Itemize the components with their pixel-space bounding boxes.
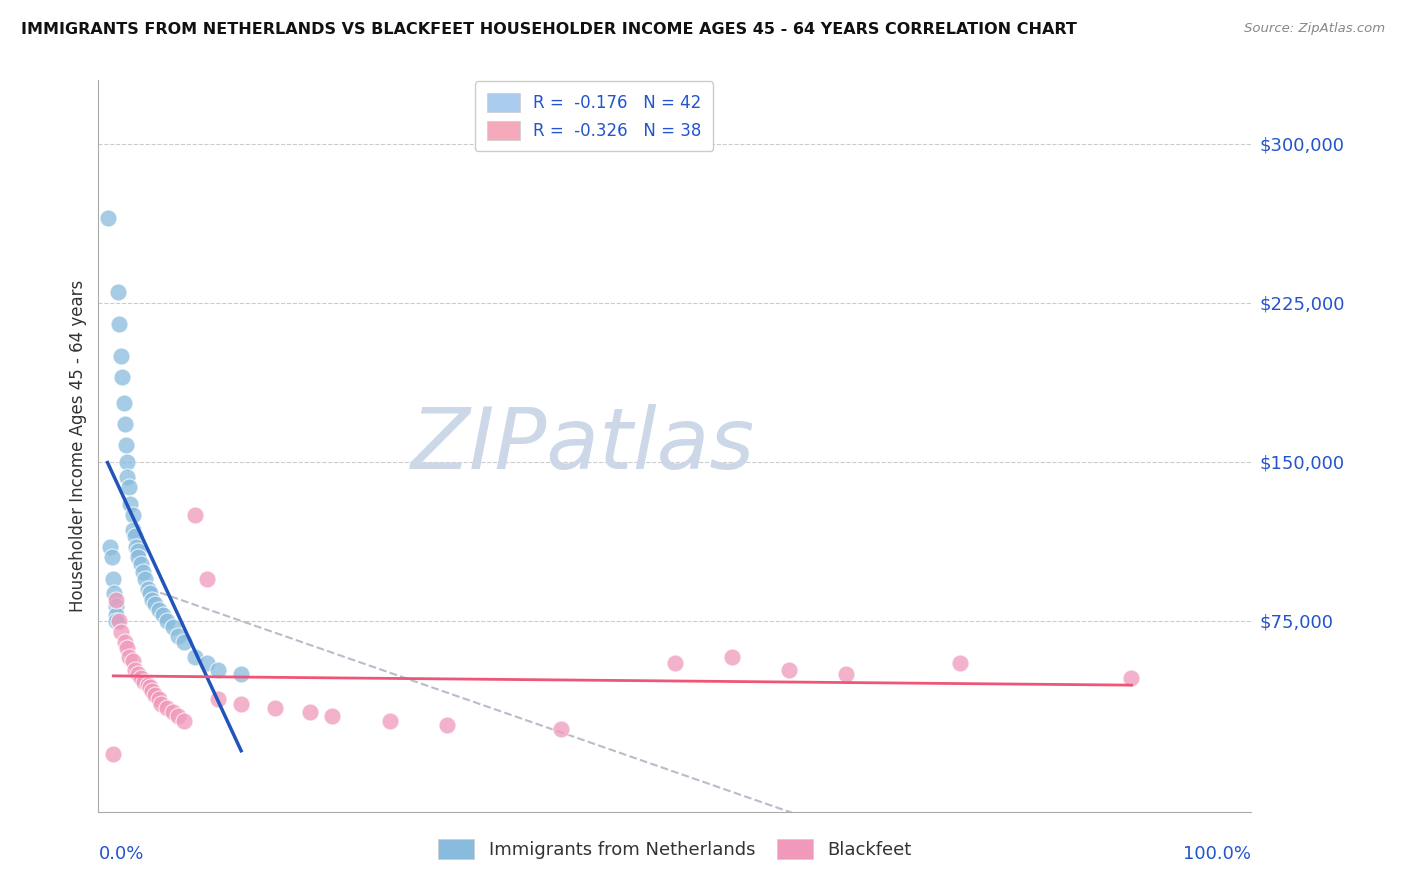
Point bbox=[378, 714, 401, 728]
Point bbox=[195, 657, 218, 671]
Point bbox=[229, 697, 252, 711]
Point bbox=[156, 614, 179, 628]
Point bbox=[98, 540, 121, 554]
Point bbox=[141, 684, 163, 698]
Point bbox=[110, 349, 132, 363]
Point bbox=[136, 582, 159, 596]
Point bbox=[195, 572, 218, 586]
Point bbox=[167, 709, 190, 723]
Text: 0.0%: 0.0% bbox=[98, 845, 143, 863]
Point bbox=[148, 603, 170, 617]
Point bbox=[127, 544, 149, 558]
Point bbox=[141, 592, 163, 607]
Point bbox=[115, 641, 138, 656]
Point bbox=[114, 635, 136, 649]
Point bbox=[229, 667, 252, 681]
Point bbox=[134, 572, 156, 586]
Point bbox=[721, 649, 744, 664]
Point bbox=[145, 597, 167, 611]
Point bbox=[118, 480, 141, 494]
Point bbox=[321, 709, 343, 723]
Point bbox=[112, 395, 135, 409]
Text: ZIPatlas: ZIPatlas bbox=[411, 404, 755, 488]
Text: IMMIGRANTS FROM NETHERLANDS VS BLACKFEET HOUSEHOLDER INCOME AGES 45 - 64 YEARS C: IMMIGRANTS FROM NETHERLANDS VS BLACKFEET… bbox=[21, 22, 1077, 37]
Point bbox=[127, 550, 149, 565]
Point bbox=[835, 667, 858, 681]
Point bbox=[104, 614, 127, 628]
Point bbox=[108, 614, 131, 628]
Point bbox=[550, 722, 572, 736]
Point bbox=[664, 657, 686, 671]
Point bbox=[103, 747, 125, 762]
Point bbox=[132, 675, 155, 690]
Point bbox=[129, 557, 152, 571]
Point bbox=[118, 649, 141, 664]
Point bbox=[124, 529, 146, 543]
Point bbox=[121, 508, 143, 522]
Point bbox=[949, 657, 972, 671]
Point bbox=[298, 705, 321, 719]
Text: 100.0%: 100.0% bbox=[1184, 845, 1251, 863]
Y-axis label: Householder Income Ages 45 - 64 years: Householder Income Ages 45 - 64 years bbox=[69, 280, 87, 612]
Point bbox=[104, 607, 127, 622]
Legend: Immigrants from Netherlands, Blackfeet: Immigrants from Netherlands, Blackfeet bbox=[429, 830, 921, 869]
Point bbox=[173, 714, 195, 728]
Point bbox=[129, 671, 152, 685]
Point bbox=[167, 629, 190, 643]
Point bbox=[111, 370, 134, 384]
Point bbox=[104, 599, 127, 613]
Point bbox=[139, 586, 162, 600]
Point bbox=[436, 718, 458, 732]
Point bbox=[173, 635, 195, 649]
Point bbox=[124, 663, 146, 677]
Point bbox=[132, 565, 155, 579]
Point bbox=[184, 508, 207, 522]
Point bbox=[127, 667, 149, 681]
Point bbox=[207, 692, 229, 706]
Point bbox=[162, 705, 184, 719]
Point bbox=[125, 540, 148, 554]
Point bbox=[136, 677, 159, 691]
Point bbox=[108, 317, 131, 331]
Point bbox=[139, 680, 162, 694]
Point bbox=[184, 649, 207, 664]
Point bbox=[162, 620, 184, 634]
Point bbox=[207, 663, 229, 677]
Point bbox=[150, 697, 173, 711]
Point bbox=[103, 586, 125, 600]
Point bbox=[110, 624, 132, 639]
Point bbox=[264, 701, 287, 715]
Point bbox=[114, 417, 136, 431]
Point bbox=[107, 285, 129, 300]
Point bbox=[778, 663, 800, 677]
Point bbox=[115, 469, 138, 483]
Point bbox=[104, 592, 127, 607]
Point bbox=[1121, 671, 1143, 685]
Point bbox=[103, 572, 125, 586]
Point bbox=[148, 692, 170, 706]
Point bbox=[152, 607, 174, 622]
Point bbox=[121, 523, 143, 537]
Point bbox=[101, 550, 124, 565]
Point bbox=[121, 654, 143, 668]
Point bbox=[114, 438, 136, 452]
Point bbox=[156, 701, 179, 715]
Point bbox=[96, 211, 118, 225]
Text: Source: ZipAtlas.com: Source: ZipAtlas.com bbox=[1244, 22, 1385, 36]
Point bbox=[120, 497, 142, 511]
Point bbox=[145, 688, 167, 702]
Point bbox=[115, 455, 138, 469]
